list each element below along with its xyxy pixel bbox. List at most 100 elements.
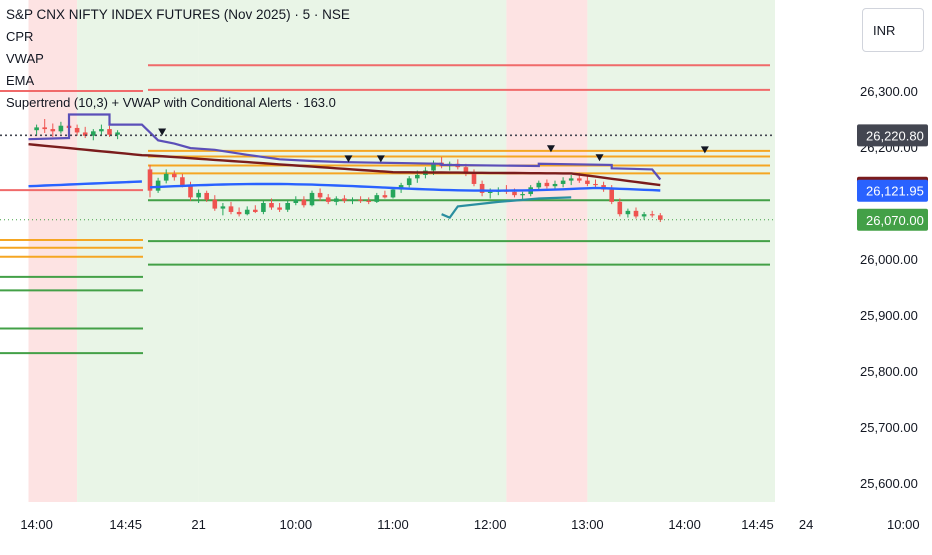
candle-up xyxy=(374,195,380,202)
candle-down xyxy=(188,185,193,198)
x-tick-label: 14:00 xyxy=(668,517,701,532)
candle-up xyxy=(309,192,315,206)
candle-down xyxy=(512,191,517,196)
candle-down xyxy=(107,129,112,135)
candle-up xyxy=(431,162,436,171)
price-label: 26,070.00 xyxy=(866,213,924,228)
candle-down xyxy=(253,209,258,212)
y-tick-label: 26,000.00 xyxy=(860,252,918,267)
candle-down xyxy=(585,180,590,184)
x-tick-label: 10:00 xyxy=(280,517,313,532)
candle-down xyxy=(82,132,88,136)
candle-up xyxy=(34,127,39,131)
candle-down xyxy=(180,177,185,186)
candle-down xyxy=(236,211,242,215)
supertrend-line xyxy=(28,113,662,181)
y-tick-label: 25,800.00 xyxy=(860,364,918,379)
ema-line xyxy=(28,143,661,187)
candle-down xyxy=(147,169,153,191)
candle-down xyxy=(577,178,582,181)
candle-up xyxy=(625,210,631,215)
candle-down xyxy=(593,183,598,186)
candle-down xyxy=(342,198,347,201)
candle-down xyxy=(609,189,614,202)
candle-down xyxy=(269,203,274,208)
price-axis[interactable] xyxy=(775,0,932,550)
candle-up xyxy=(285,203,290,210)
candle-down xyxy=(463,167,469,174)
price-label-box xyxy=(857,179,928,202)
candle-up xyxy=(552,183,558,187)
candle-up xyxy=(261,203,266,212)
vwap-line-prev xyxy=(28,180,142,188)
candle-down xyxy=(172,173,177,178)
sell-signal-marker xyxy=(376,155,385,163)
x-tick-label: 14:45 xyxy=(741,517,774,532)
price-label-box xyxy=(857,208,928,231)
candle-up xyxy=(487,191,493,193)
candle-up xyxy=(350,199,355,201)
session-band xyxy=(506,0,588,502)
candle-up xyxy=(220,206,226,209)
candle-down xyxy=(633,210,639,217)
candle-down xyxy=(42,127,47,130)
candle-up xyxy=(196,192,201,198)
x-tick-label: 14:45 xyxy=(109,517,142,532)
candle-down xyxy=(74,127,80,133)
candle-up xyxy=(415,175,420,179)
session-band xyxy=(587,0,775,502)
x-tick-label: 14:00 xyxy=(20,517,53,532)
candle-up xyxy=(91,131,96,136)
price-label: 26,220.80 xyxy=(866,128,924,143)
x-tick-label: 11:00 xyxy=(377,517,409,532)
price-label: 26,121.95 xyxy=(866,184,924,199)
sell-signal-marker xyxy=(546,145,555,153)
sell-signal-marker xyxy=(595,154,604,162)
currency-selector[interactable]: INR xyxy=(862,8,924,52)
vwap-line xyxy=(149,182,661,192)
candle-down xyxy=(658,215,663,220)
time-axis[interactable] xyxy=(0,502,932,550)
candle-up xyxy=(536,182,542,188)
session-band xyxy=(28,0,78,502)
candle-down xyxy=(277,207,282,210)
y-tick-label: 25,600.00 xyxy=(860,476,918,491)
candle-down xyxy=(358,199,363,201)
candle-down xyxy=(301,199,307,206)
candle-up xyxy=(560,180,566,184)
candle-down xyxy=(366,200,371,202)
x-tick-label: 10:00 xyxy=(887,517,920,532)
candle-up xyxy=(568,178,574,181)
candle-down xyxy=(228,206,234,212)
candle-down xyxy=(317,192,323,198)
sell-signal-marker xyxy=(344,155,353,163)
candle-up xyxy=(99,129,104,132)
y-tick-label: 26,300.00 xyxy=(860,84,918,99)
x-tick-label: 21 xyxy=(191,517,205,532)
candle-up xyxy=(293,199,299,203)
supertrend-support xyxy=(441,196,572,219)
candle-down xyxy=(617,201,623,215)
candle-up xyxy=(520,194,525,196)
sell-signal-marker xyxy=(700,146,709,154)
x-tick-label: 12:00 xyxy=(474,517,507,532)
candle-down xyxy=(544,182,550,187)
x-tick-label: 13:00 xyxy=(571,517,604,532)
candle-down xyxy=(649,214,655,216)
candle-up xyxy=(334,198,339,202)
candle-down xyxy=(382,195,388,198)
candle-up xyxy=(641,214,647,217)
candle-up xyxy=(58,125,64,132)
y-tick-label: 25,700.00 xyxy=(860,420,918,435)
candle-up xyxy=(244,209,250,215)
candle-down xyxy=(50,129,56,132)
session-band xyxy=(77,0,199,502)
candle-down xyxy=(204,192,209,200)
candle-up xyxy=(163,173,169,181)
candle-down xyxy=(325,197,331,202)
candle-down xyxy=(479,183,485,193)
candle-up xyxy=(115,132,120,135)
candle-down xyxy=(212,199,218,209)
